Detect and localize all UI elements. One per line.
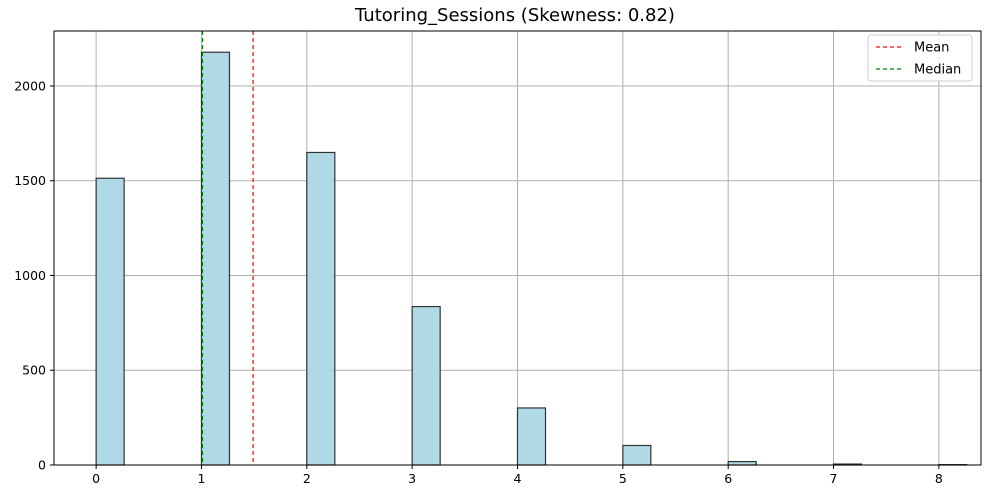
- x-tick-label-6: 6: [724, 471, 732, 486]
- y-axis: 0 500 1000 1500 2000: [14, 78, 54, 473]
- bars: [95, 51, 968, 466]
- chart-title: Tutoring_Sessions (Skewness: 0.82): [354, 5, 675, 26]
- y-tick-label-1: 500: [22, 363, 46, 378]
- x-tick-label-0: 0: [92, 471, 100, 486]
- x-tick-label-7: 7: [830, 471, 838, 486]
- grid: [54, 31, 981, 466]
- y-tick-label-0: 0: [38, 458, 46, 473]
- legend-label-median: Median: [914, 63, 961, 78]
- x-tick-label-3: 3: [408, 471, 416, 486]
- x-tick-label-8: 8: [935, 471, 943, 486]
- bar-4: [516, 407, 547, 466]
- x-tick-label-2: 2: [303, 471, 311, 486]
- bar-5: [622, 444, 652, 466]
- bar-1: [200, 51, 231, 466]
- y-tick-label-3: 1500: [14, 173, 46, 188]
- bar-2: [306, 151, 336, 466]
- legend: Mean Median: [867, 34, 973, 82]
- legend-label-mean: Mean: [914, 41, 949, 56]
- reference-lines: [201, 31, 254, 465]
- y-tick-label-4: 2000: [14, 78, 46, 93]
- x-tick-label-1: 1: [198, 471, 206, 486]
- bar-3: [411, 305, 441, 466]
- bar-6: [727, 460, 757, 466]
- x-tick-label-5: 5: [619, 471, 627, 486]
- x-axis: 0 1 2 3 4 5 6 7 8: [92, 465, 943, 486]
- bar-0: [95, 177, 125, 466]
- y-tick-label-2: 1000: [14, 268, 46, 283]
- x-tick-label-4: 4: [514, 471, 522, 486]
